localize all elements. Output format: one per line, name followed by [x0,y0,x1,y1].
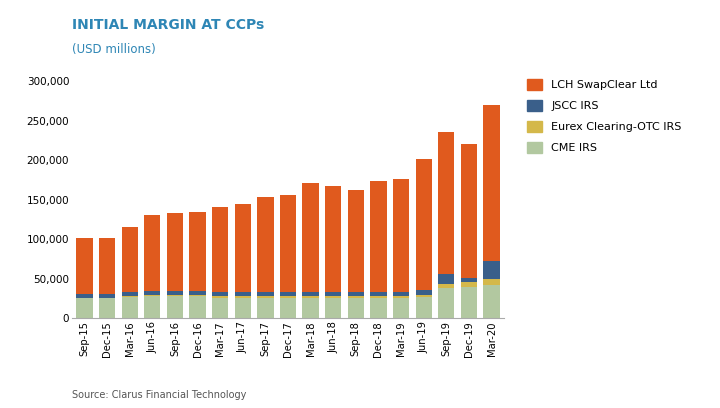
Bar [461,144,477,278]
Bar [212,298,228,318]
Bar [76,298,93,299]
Text: (USD millions): (USD millions) [72,43,156,56]
Bar [280,296,296,298]
Bar [280,292,296,296]
Bar [167,296,183,318]
Bar [280,195,296,292]
Bar [235,204,251,292]
Bar [76,299,93,318]
Bar [325,186,341,292]
Bar [122,227,138,292]
Bar [235,296,251,298]
Bar [483,105,500,262]
Bar [370,292,387,296]
Bar [257,298,274,318]
Bar [325,292,341,296]
Bar [144,296,161,318]
Bar [99,298,115,299]
Bar [189,290,206,295]
Bar [122,296,138,297]
Bar [144,290,161,295]
Bar [167,213,183,290]
Bar [348,296,364,298]
Bar [189,296,206,318]
Bar [438,274,454,284]
Bar [144,215,161,290]
Bar [438,284,454,288]
Bar [280,298,296,318]
Bar [415,290,432,295]
Bar [483,262,500,279]
Bar [393,296,409,298]
Bar [483,285,500,318]
Text: INITIAL MARGIN AT CCPs: INITIAL MARGIN AT CCPs [72,18,264,32]
Bar [212,207,228,292]
Bar [167,290,183,295]
Bar [257,292,274,296]
Bar [302,183,319,292]
Bar [122,297,138,318]
Bar [99,299,115,318]
Bar [212,292,228,296]
Bar [348,190,364,292]
Bar [483,279,500,285]
Bar [302,292,319,296]
Bar [325,298,341,318]
Bar [302,296,319,298]
Bar [235,298,251,318]
Bar [76,294,93,298]
Bar [144,295,161,296]
Bar [370,296,387,298]
Bar [348,292,364,296]
Bar [393,292,409,296]
Bar [461,287,477,318]
Bar [415,295,432,297]
Bar [415,159,432,290]
Bar [122,292,138,296]
Bar [99,294,115,298]
Bar [325,296,341,298]
Bar [99,239,115,294]
Bar [348,298,364,318]
Bar [461,278,477,282]
Bar [393,298,409,318]
Bar [235,292,251,296]
Bar [415,297,432,318]
Bar [189,295,206,296]
Bar [257,197,274,292]
Bar [167,295,183,296]
Bar [212,296,228,298]
Bar [189,212,206,290]
Bar [438,288,454,318]
Bar [393,179,409,292]
Bar [370,181,387,292]
Bar [76,239,93,294]
Bar [461,282,477,287]
Bar [257,296,274,298]
Text: Source: Clarus Financial Technology: Source: Clarus Financial Technology [72,390,246,400]
Legend: LCH SwapClear Ltd, JSCC IRS, Eurex Clearing-OTC IRS, CME IRS: LCH SwapClear Ltd, JSCC IRS, Eurex Clear… [527,79,682,153]
Bar [438,132,454,274]
Bar [302,298,319,318]
Bar [370,298,387,318]
